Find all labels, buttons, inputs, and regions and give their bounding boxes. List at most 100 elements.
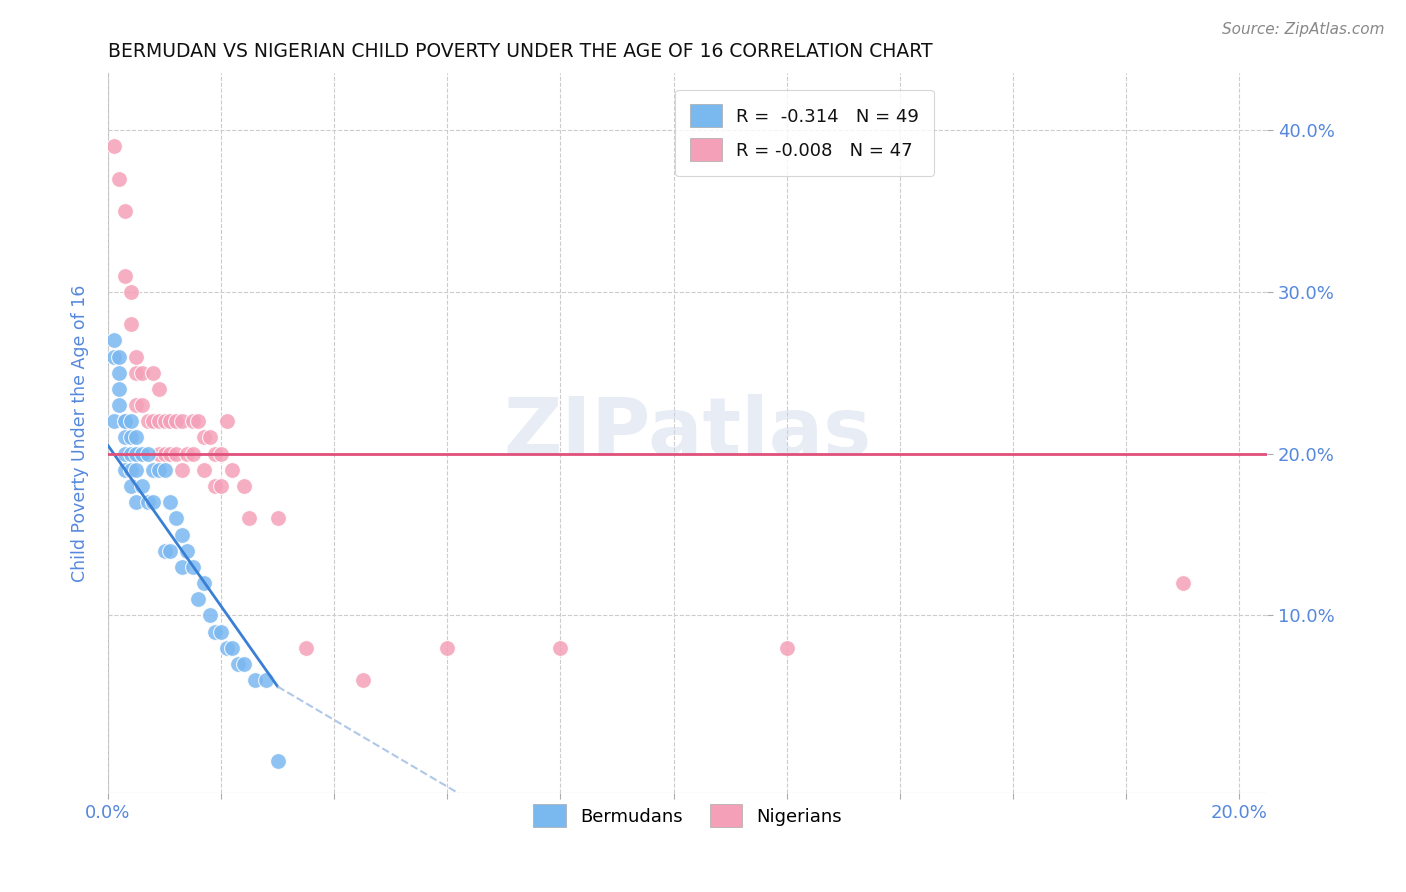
- Point: [136, 414, 159, 428]
- Point: [198, 430, 221, 444]
- Point: [142, 495, 165, 509]
- Point: [165, 511, 187, 525]
- Y-axis label: Child Poverty Under the Age of 16: Child Poverty Under the Age of 16: [72, 285, 89, 582]
- Point: [209, 479, 232, 493]
- Point: [103, 350, 125, 364]
- Point: [131, 479, 153, 493]
- Point: [153, 414, 176, 428]
- Point: [125, 398, 148, 412]
- Point: [181, 447, 204, 461]
- Point: [193, 463, 215, 477]
- Point: [142, 463, 165, 477]
- Point: [215, 414, 238, 428]
- Point: [226, 657, 249, 671]
- Point: [232, 657, 254, 671]
- Point: [120, 414, 142, 428]
- Point: [153, 463, 176, 477]
- Point: [221, 640, 243, 655]
- Point: [221, 463, 243, 477]
- Point: [204, 624, 226, 639]
- Point: [165, 414, 187, 428]
- Point: [295, 640, 318, 655]
- Point: [153, 543, 176, 558]
- Point: [436, 640, 458, 655]
- Point: [176, 447, 198, 461]
- Point: [142, 366, 165, 380]
- Point: [114, 203, 136, 218]
- Point: [114, 463, 136, 477]
- Point: [103, 139, 125, 153]
- Point: [243, 673, 266, 687]
- Point: [193, 430, 215, 444]
- Point: [1171, 576, 1194, 591]
- Point: [131, 398, 153, 412]
- Point: [181, 559, 204, 574]
- Point: [153, 447, 176, 461]
- Point: [148, 414, 170, 428]
- Point: [170, 559, 193, 574]
- Point: [198, 608, 221, 623]
- Point: [131, 447, 153, 461]
- Point: [120, 317, 142, 331]
- Point: [181, 414, 204, 428]
- Point: [159, 495, 181, 509]
- Point: [120, 463, 142, 477]
- Point: [776, 640, 799, 655]
- Point: [120, 430, 142, 444]
- Point: [176, 543, 198, 558]
- Text: Source: ZipAtlas.com: Source: ZipAtlas.com: [1222, 22, 1385, 37]
- Point: [125, 350, 148, 364]
- Point: [148, 382, 170, 396]
- Point: [114, 414, 136, 428]
- Point: [108, 398, 131, 412]
- Point: [266, 511, 288, 525]
- Point: [114, 268, 136, 283]
- Point: [550, 640, 572, 655]
- Point: [159, 543, 181, 558]
- Point: [125, 447, 148, 461]
- Point: [125, 366, 148, 380]
- Point: [114, 414, 136, 428]
- Point: [159, 414, 181, 428]
- Point: [232, 479, 254, 493]
- Point: [120, 479, 142, 493]
- Point: [254, 673, 277, 687]
- Point: [215, 640, 238, 655]
- Point: [114, 430, 136, 444]
- Point: [209, 447, 232, 461]
- Point: [108, 382, 131, 396]
- Point: [204, 479, 226, 493]
- Text: ZIPatlas: ZIPatlas: [503, 394, 872, 473]
- Point: [209, 624, 232, 639]
- Point: [204, 447, 226, 461]
- Point: [108, 171, 131, 186]
- Point: [187, 414, 209, 428]
- Point: [120, 285, 142, 299]
- Point: [125, 463, 148, 477]
- Point: [136, 495, 159, 509]
- Point: [170, 414, 193, 428]
- Point: [125, 495, 148, 509]
- Point: [114, 447, 136, 461]
- Point: [170, 527, 193, 541]
- Point: [266, 754, 288, 768]
- Text: BERMUDAN VS NIGERIAN CHILD POVERTY UNDER THE AGE OF 16 CORRELATION CHART: BERMUDAN VS NIGERIAN CHILD POVERTY UNDER…: [108, 42, 932, 61]
- Point: [108, 350, 131, 364]
- Point: [125, 430, 148, 444]
- Point: [159, 447, 181, 461]
- Point: [193, 576, 215, 591]
- Point: [148, 463, 170, 477]
- Point: [187, 592, 209, 607]
- Point: [148, 447, 170, 461]
- Point: [352, 673, 374, 687]
- Point: [120, 447, 142, 461]
- Point: [103, 334, 125, 348]
- Point: [103, 414, 125, 428]
- Point: [136, 447, 159, 461]
- Point: [131, 366, 153, 380]
- Point: [108, 366, 131, 380]
- Point: [170, 463, 193, 477]
- Point: [165, 447, 187, 461]
- Point: [238, 511, 260, 525]
- Point: [142, 414, 165, 428]
